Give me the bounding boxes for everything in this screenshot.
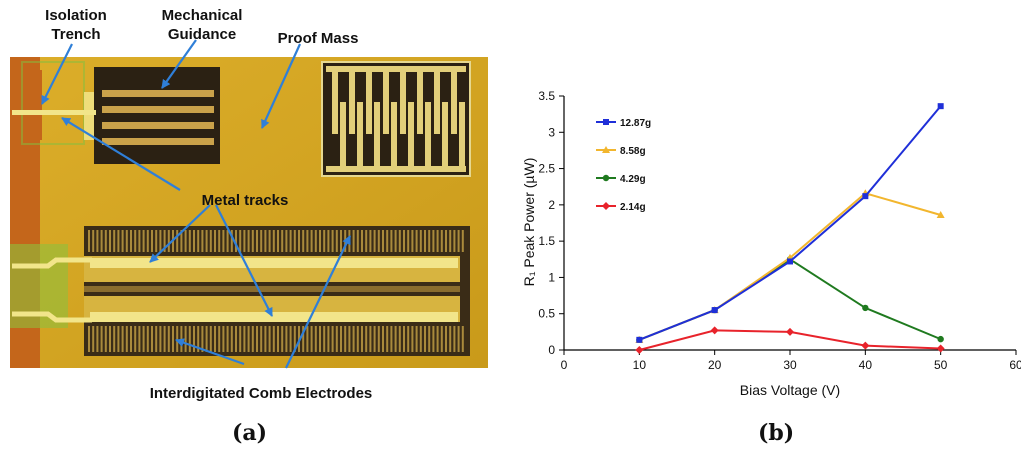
x-tick-label: 50 <box>934 358 948 372</box>
caption-b: (b) <box>758 420 795 446</box>
chart-panel: 0 10 20 30 40 50 60 0 0.5 1 1.5 2 2.5 3 3.5 12.87g 8.58… <box>500 0 1021 453</box>
y-tick-label: 1.5 <box>538 234 555 248</box>
y-tick-label: 2 <box>548 198 555 212</box>
data-point-4.29g <box>862 304 869 312</box>
x-tick-label: 10 <box>633 358 647 372</box>
label-comb-electrodes: Interdigitated Comb Electrodes <box>150 385 373 402</box>
x-tick-label: 40 <box>859 358 873 372</box>
micrograph-panel: Isolation Trench Mechanical Guidance Proof… <box>0 0 500 453</box>
label-proof-mass: Proof Mass <box>278 30 359 47</box>
y-tick-label: 2.5 <box>538 162 555 176</box>
legend-marker <box>602 174 610 182</box>
data-point-8.58g <box>936 211 945 219</box>
data-point-12.87g <box>636 336 643 343</box>
caption-a: (a) <box>232 420 268 446</box>
label-mechanical-guidance: Mechanical Guidance <box>162 7 243 43</box>
data-point-2.14g <box>786 327 794 336</box>
y-tick-label: 0.5 <box>538 307 555 321</box>
x-tick-label: 60 <box>1009 358 1021 372</box>
metal-track-upper <box>90 258 458 268</box>
series-line-12.87g <box>638 105 942 341</box>
y-axis-label: R₁ Peak Power (µW) <box>521 158 537 287</box>
y-tick-label: 3 <box>548 125 555 139</box>
data-point-12.87g <box>787 258 793 265</box>
y-tick-label: 1 <box>548 270 555 284</box>
data-point-12.87g <box>711 307 718 314</box>
legend-marker <box>602 146 610 153</box>
x-axis-label: Bias Voltage (V) <box>740 382 840 398</box>
y-tick-label: 0 <box>548 343 555 357</box>
data-point-2.14g <box>936 344 945 353</box>
series-line-4.29g <box>638 258 942 341</box>
data-point-4.29g <box>937 335 944 343</box>
mems-micrograph: Isolation Trench Mechanical Guidance Proof… <box>10 7 488 402</box>
legend-marker <box>602 202 610 210</box>
series-line-8.58g <box>638 192 941 341</box>
label-isolation: Isolation Trench <box>45 7 107 43</box>
legend-label: 8.58g <box>620 146 646 157</box>
legend-label: 2.14g <box>620 202 646 213</box>
metal-track-lower <box>90 312 458 322</box>
data-point-2.14g <box>710 326 719 335</box>
legend-label: 12.87g <box>620 118 651 129</box>
data-point-12.87g <box>937 103 944 110</box>
data-point-2.14g <box>861 341 870 350</box>
x-tick-label: 0 <box>561 358 568 372</box>
data-point-2.14g <box>635 346 644 354</box>
data-point-12.87g <box>862 193 869 200</box>
peak-power-chart: 0 10 20 30 40 50 60 0 0.5 1 1.5 2 2.5 3 3.5 12.87g 8.58… <box>521 89 1021 398</box>
mechanical-guidance-structure <box>94 67 220 164</box>
legend-label: 4.29g <box>620 174 646 185</box>
x-tick-label: 20 <box>708 358 722 372</box>
y-tick-label: 3.5 <box>538 89 555 103</box>
label-metal-tracks: Metal tracks <box>202 192 289 209</box>
x-tick-label: 30 <box>783 358 797 372</box>
legend-marker <box>603 119 609 125</box>
